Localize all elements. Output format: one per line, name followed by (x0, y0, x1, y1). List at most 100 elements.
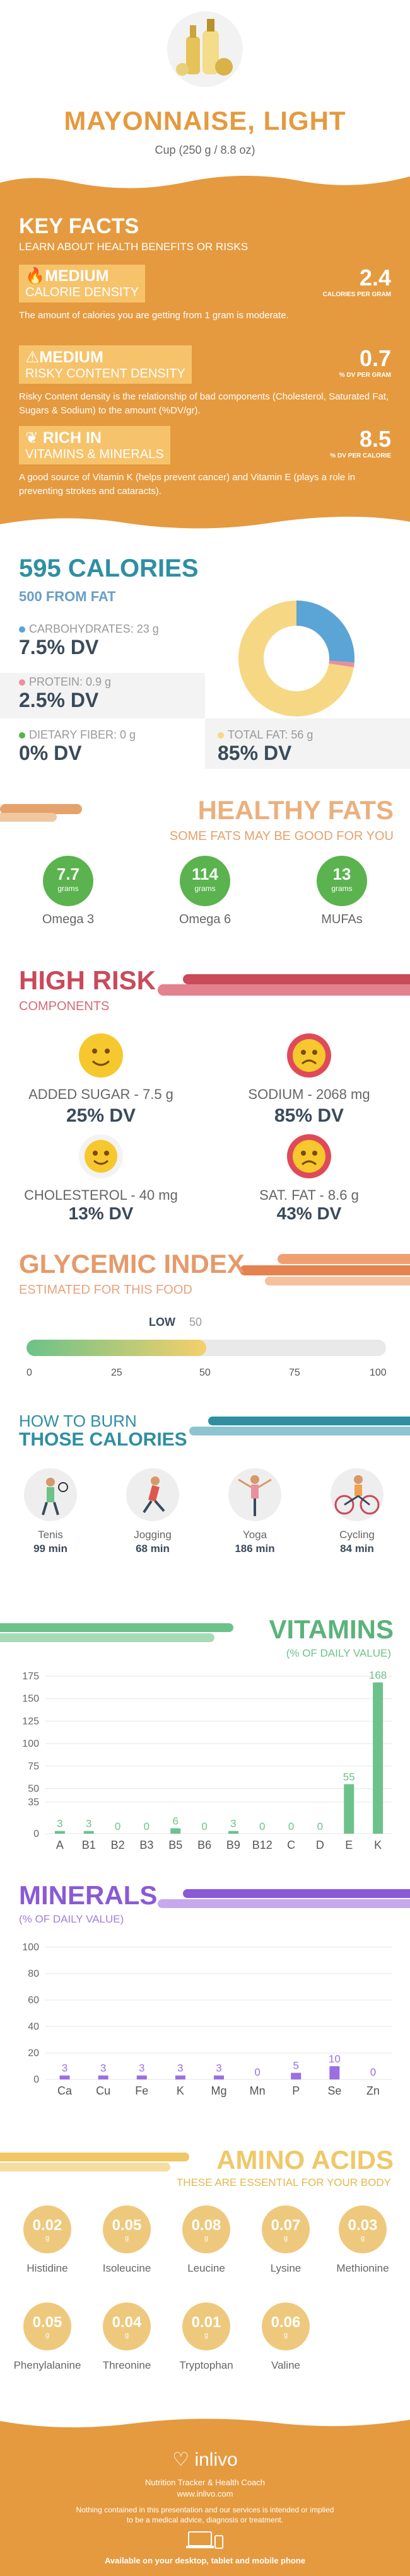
footer-disclaimer: Nothing contained in this presentation a… (76, 2505, 334, 2514)
bar (170, 1828, 181, 1834)
category-label: E (345, 1839, 353, 1851)
mayonnaise-image (167, 11, 243, 87)
decor-stripes (0, 804, 82, 822)
warning-icon: ⚠ (25, 348, 40, 366)
amino-subtitle: THESE ARE ESSENTIAL FOR YOUR BODY (176, 2176, 391, 2188)
gi-fill (26, 1340, 206, 1356)
protein-band (0, 673, 205, 718)
category-label: A (56, 1839, 64, 1851)
key-facts-subtitle: LEARN ABOUT HEALTH BENEFITS OR RISKS (19, 241, 249, 253)
bar-value-label: 0 (370, 2066, 376, 2078)
yoga-icon (228, 1468, 281, 1521)
jogging-icon (126, 1468, 179, 1521)
gi-ticks: 0 25 50 75 100 (26, 1367, 387, 1380)
bar (329, 2066, 340, 2079)
category-label: B6 (197, 1839, 211, 1851)
omega6-label: Omega 6 (179, 912, 231, 926)
y-tick-label: 150 (22, 1694, 39, 1705)
y-tick-label: 125 (22, 1716, 39, 1727)
fact-level: ⚠MEDIUM (25, 348, 103, 366)
gi-track (26, 1340, 386, 1356)
gi-tick: 50 (199, 1367, 211, 1378)
happy-face-icon (79, 1134, 123, 1178)
amino-methionine: 0.03 g Methionine (322, 2205, 404, 2275)
fact-vitamins-minerals: ❦ RICH IN VITAMINS & MINERALS 8.5 % DV P… (19, 426, 391, 498)
gi-level: LOW (149, 1316, 175, 1328)
omega3-bubble: 7.7 grams (43, 856, 93, 906)
y-tick-label: 0 (33, 2074, 39, 2085)
brand-logo[interactable]: ♡ inlivo (172, 2449, 238, 2470)
category-label: Zn (366, 2084, 380, 2097)
bar-value-label: 10 (329, 2053, 341, 2065)
bar (54, 1831, 65, 1834)
activity-cycling: Cycling 84 min (319, 1468, 395, 1555)
category-label: Cu (96, 2084, 110, 2097)
macro-fat: TOTAL FAT: 56 g 85% DV (218, 728, 313, 764)
category-label: P (292, 2084, 300, 2097)
fact-level: 🔥MEDIUM (25, 267, 109, 285)
category-label: Se (327, 2084, 341, 2097)
serving-size: Cup (250 g / 8.8 oz) (155, 144, 255, 156)
fact-tag: 🔥MEDIUM CALORIE DENSITY (19, 265, 146, 302)
footer-available: Available on your desktop, tablet and mo… (104, 2556, 306, 2565)
calories-from-fat: 500 FROM FAT (19, 589, 116, 604)
decor-stripes (158, 1889, 410, 1908)
y-tick-label: 100 (22, 1739, 39, 1749)
fact-tag: ❦ RICH IN VITAMINS & MINERALS (19, 426, 170, 464)
heart-icon: ♡ (172, 2449, 190, 2470)
bar-value-label: 0 (144, 1820, 149, 1832)
amino-title: AMINO ACIDS (216, 2145, 394, 2175)
amino-histidine: 0.02 g Histidine (6, 2205, 88, 2275)
key-facts-section: KEY FACTS LEARN ABOUT HEALTH BENEFITS OR… (0, 164, 410, 536)
category-label: B3 (139, 1839, 153, 1851)
footer-tagline: Nutrition Tracker & Health Coach (144, 2478, 266, 2487)
bar-value-label: 3 (62, 2062, 67, 2074)
category-label: Mg (211, 2084, 226, 2097)
bar-value-label: 0 (317, 1820, 323, 1832)
fact-risky-content: ⚠MEDIUM RISKY CONTENT DENSITY 0.7 % DV P… (19, 345, 391, 418)
calories-title: 595 CALORIES (19, 555, 199, 582)
bar-value-label: 0 (259, 1820, 265, 1832)
bar-value-label: 5 (293, 2060, 298, 2072)
category-label: B9 (226, 1839, 240, 1851)
tennis-icon (24, 1468, 77, 1521)
decor-stripes (0, 1623, 233, 1642)
omega3-label: Omega 3 (42, 912, 95, 926)
y-tick-label: 0 (33, 1829, 39, 1839)
fat-dot (218, 732, 224, 739)
bar-value-label: 3 (86, 1818, 91, 1830)
category-label: B2 (111, 1839, 125, 1851)
category-label: B12 (252, 1839, 272, 1851)
category-label: D (316, 1839, 324, 1851)
y-tick-label: 40 (28, 2021, 39, 2032)
glycemic-subtitle: ESTIMATED FOR THIS FOOD (19, 1283, 192, 1297)
fact-value: 0.7 % DV PER GRAM (339, 345, 391, 379)
footer-url[interactable]: www.inlivo.com (177, 2489, 233, 2498)
y-tick-label: 35 (28, 1797, 39, 1808)
bar (98, 2075, 108, 2079)
omega6-bubble: 114 grams (180, 856, 230, 906)
healthy-fats-title: HEALTHY FATS (197, 795, 394, 825)
gi-value: 50 (189, 1316, 202, 1328)
burn-section: HOW TO BURN THOSE CALORIES Tenis 99 min … (0, 1399, 410, 1607)
category-label: B5 (168, 1839, 182, 1851)
category-label: K (177, 2084, 184, 2097)
macro-protein: PROTEIN: 0.9 g 2.5% DV (19, 676, 112, 711)
minerals-section: MINERALS (% OF DAILY VALUE) 0 20 40 60 80 100… (0, 1872, 410, 2136)
bar-value-label: 3 (139, 2062, 144, 2074)
bar-value-label: 0 (254, 2066, 260, 2078)
bar (228, 1831, 238, 1834)
bar (344, 1784, 354, 1834)
mufas-label: MUFAs (321, 912, 363, 926)
amino-lysine: 0.07 g Lysine (245, 2205, 327, 2275)
bar-value-label: 3 (177, 2062, 183, 2074)
amino-isoleucine: 0.05 g Isoleucine (86, 2205, 168, 2275)
bar (373, 1682, 384, 1834)
header: MAYONNAISE, LIGHT Cup (250 g / 8.8 oz) (0, 0, 410, 164)
bar (214, 2075, 224, 2079)
amino-tryptophan: 0.01 g Tryptophan (165, 2303, 247, 2372)
bar-value-label: 55 (343, 1771, 355, 1783)
cholesterol-label: CHOLESTEROL - 40 mg (24, 1187, 178, 1203)
donut-carbs-slice (238, 601, 354, 716)
y-tick-label: 75 (28, 1761, 39, 1772)
